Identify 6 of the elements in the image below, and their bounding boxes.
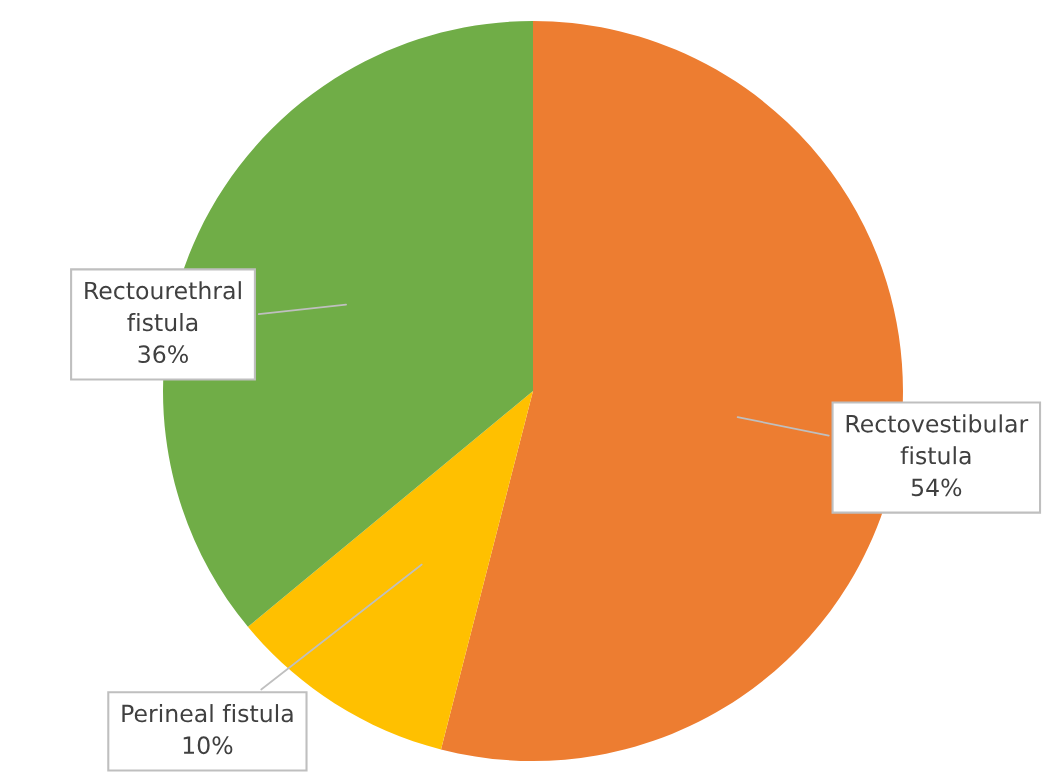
data-label: 36%	[138, 345, 188, 364]
slice-label: Perineal fistula	[122, 704, 293, 723]
data-label: 10%	[183, 736, 233, 755]
slice-label: Rectovestibular fistula	[846, 414, 1029, 465]
slice-label: Rectourethral fistula	[85, 281, 241, 332]
data-label: 54%	[911, 478, 962, 497]
